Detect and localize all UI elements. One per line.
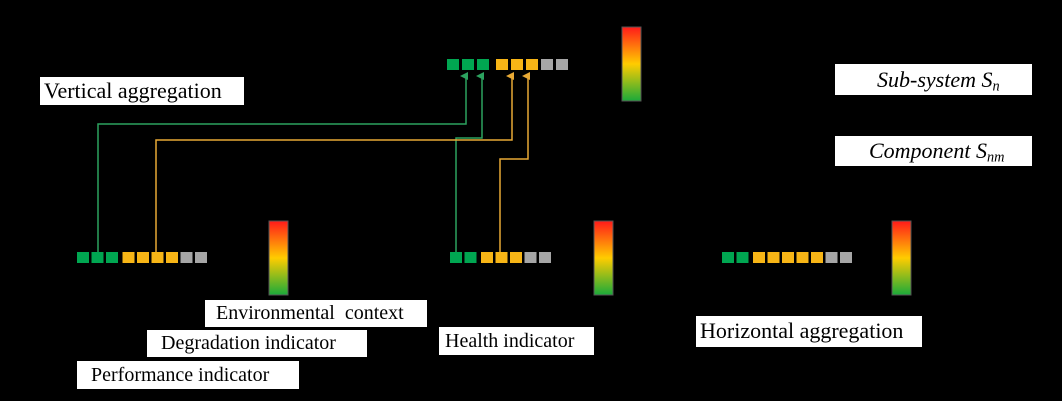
indicator-cell-yellow	[510, 252, 522, 263]
component-3-indicator-strip	[722, 252, 852, 263]
indicator-cell-yellow	[166, 252, 178, 263]
indicator-cell-green	[106, 252, 118, 263]
indicator-cell-green	[447, 59, 459, 70]
indicator-cell-green	[450, 252, 462, 263]
indicator-cell-yellow	[796, 252, 809, 263]
indicator-cell-gray	[180, 252, 193, 263]
vertical-aggregation-text: Vertical aggregation	[44, 78, 222, 103]
degradation-indicator-text: Degradation indicator	[161, 332, 336, 354]
indicator-cell-yellow	[151, 252, 164, 263]
indicator-cell-gray	[840, 252, 852, 263]
environmental-context-label: Environmental context	[205, 300, 427, 327]
subsystem-indicator-strip	[447, 59, 568, 70]
horizontal-aggregation-text: Horizontal aggregation	[700, 318, 904, 343]
environmental-context-text: Environmental context	[216, 302, 404, 324]
performance-indicator-text: Performance indicator	[91, 364, 270, 386]
subsystem-text: Sub-system S	[877, 67, 993, 92]
indicator-cell-gray	[556, 59, 568, 70]
health-scale-bar-component-1	[268, 220, 289, 296]
health-indicator-label: Health indicator	[439, 327, 594, 355]
indicator-cell-yellow	[767, 252, 780, 263]
yellow-aggregation-line-2	[499, 72, 530, 252]
green-aggregation-line-1	[97, 72, 468, 252]
indicator-cell-green	[77, 252, 89, 263]
indicator-cell-yellow	[782, 252, 794, 263]
component-label: Component Snm	[835, 136, 1032, 166]
health-scale-bar-component-3	[891, 220, 912, 296]
indicator-cell-gray	[524, 252, 537, 263]
vertical-aggregation-label: Vertical aggregation	[40, 77, 244, 105]
yellow-aggregation-line-1	[155, 72, 514, 252]
indicator-cell-gray	[825, 252, 838, 263]
horizontal-aggregation-label: Horizontal aggregation	[696, 316, 922, 347]
green-aggregation-line-2	[455, 72, 484, 252]
indicator-cell-yellow	[481, 252, 493, 263]
health-scale-bar-component-2	[593, 220, 614, 296]
subsystem-label: Sub-system Sn	[835, 64, 1032, 95]
indicator-cell-green	[477, 59, 489, 70]
performance-indicator-label: Performance indicator	[77, 361, 299, 389]
indicator-cell-green	[462, 59, 474, 70]
health-indicator-text: Health indicator	[445, 330, 575, 352]
indicator-cell-yellow	[496, 59, 508, 70]
component-2-indicator-strip	[450, 252, 551, 263]
subsystem-subscript: n	[992, 78, 1000, 95]
indicator-cell-yellow	[753, 252, 765, 263]
component-1-indicator-strip	[77, 252, 207, 263]
indicator-cell-yellow	[495, 252, 508, 263]
indicator-cell-yellow	[511, 59, 523, 70]
indicator-cell-green	[736, 252, 749, 263]
indicator-cell-green	[464, 252, 477, 263]
indicator-cell-yellow	[526, 59, 538, 70]
indicator-cell-green	[91, 252, 104, 263]
indicator-cell-green	[722, 252, 734, 263]
degradation-indicator-label: Degradation indicator	[147, 330, 367, 357]
health-scale-bar-subsystem	[621, 26, 642, 102]
indicator-cell-yellow	[122, 252, 135, 263]
indicator-cell-yellow	[811, 252, 823, 263]
component-text: Component S	[869, 138, 987, 163]
indicator-cell-gray	[539, 252, 551, 263]
indicator-cell-gray	[541, 59, 553, 70]
indicator-cell-gray	[195, 252, 207, 263]
indicator-cell-yellow	[137, 252, 149, 263]
component-subscript: nm	[986, 149, 1005, 166]
